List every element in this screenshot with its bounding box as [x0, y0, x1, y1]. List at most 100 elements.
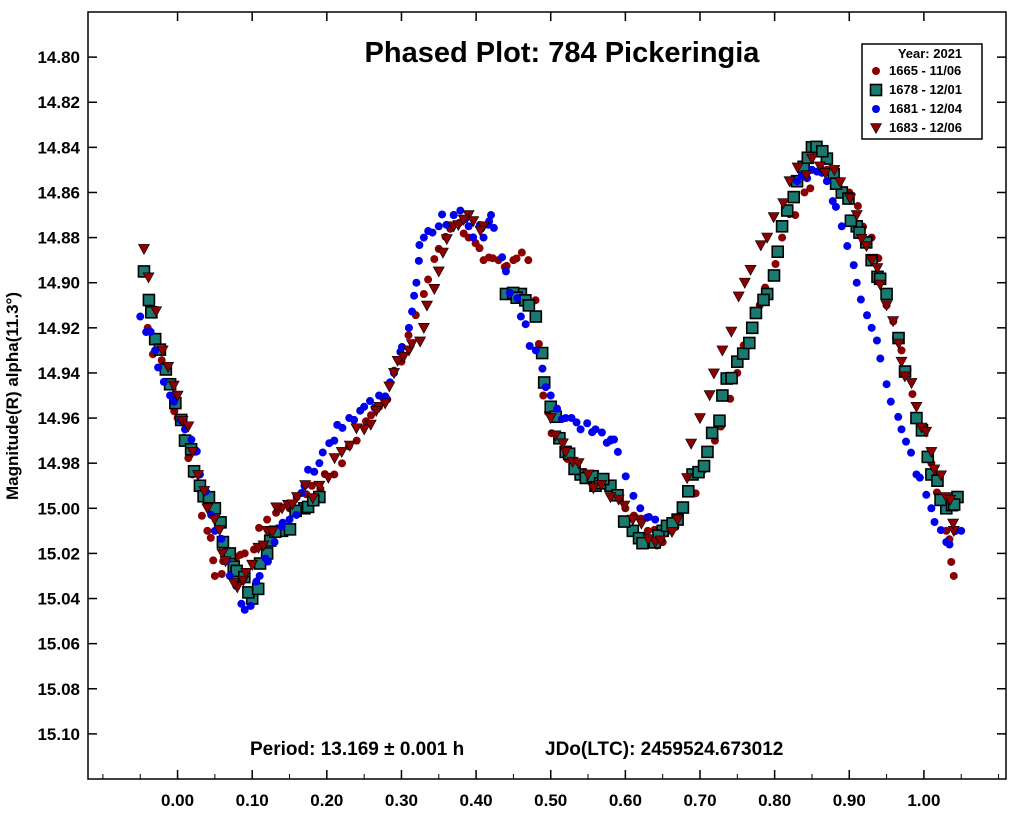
data-point: [505, 288, 514, 297]
data-point: [150, 306, 163, 318]
data-point: [379, 398, 392, 410]
data-point: [610, 435, 619, 444]
chart-title: Phased Plot: 784 Pickeringia: [365, 37, 761, 69]
data-point: [358, 424, 371, 436]
data-point: [947, 557, 956, 566]
data-point: [894, 412, 903, 421]
data-point: [184, 454, 193, 463]
data-point: [651, 515, 660, 524]
data-point: [767, 269, 781, 282]
data-point: [350, 415, 359, 424]
legend-marker: [872, 105, 880, 113]
data-point: [880, 300, 893, 312]
data-point: [335, 447, 348, 459]
data-point: [236, 550, 245, 559]
data-point: [397, 351, 410, 363]
data-point: [828, 165, 841, 177]
data-point: [375, 391, 384, 400]
data-point: [263, 557, 272, 566]
data-point: [800, 170, 813, 182]
data-point: [328, 453, 341, 465]
data-point: [716, 389, 729, 402]
data-point: [685, 438, 698, 450]
data-point: [944, 494, 957, 506]
data-point: [419, 233, 428, 242]
data-point: [897, 346, 906, 355]
data-point: [834, 177, 847, 189]
legend-title: Year: 2021: [898, 46, 962, 61]
data-point: [198, 486, 211, 498]
data-point: [775, 220, 789, 233]
data-point: [156, 345, 169, 357]
data-point: [219, 556, 232, 568]
x-tick-label: 0.40: [460, 791, 493, 810]
data-point: [915, 473, 924, 482]
data-point: [713, 414, 726, 428]
data-point: [701, 445, 714, 459]
data-point: [863, 311, 872, 320]
data-point: [487, 211, 496, 220]
data-point: [488, 254, 497, 263]
data-point: [856, 295, 865, 304]
data-point: [201, 503, 214, 515]
data-point: [819, 168, 832, 180]
y-tick-label: 14.80: [37, 48, 80, 67]
data-point: [525, 341, 534, 350]
data-point: [203, 526, 212, 535]
data-point: [643, 526, 652, 535]
data-points: [136, 140, 966, 614]
data-point: [945, 540, 954, 549]
data-point: [516, 312, 525, 321]
data-point: [299, 480, 312, 492]
data-point: [930, 517, 939, 526]
data-point: [304, 465, 313, 474]
data-point: [370, 406, 383, 417]
y-axis-label: Magnitude(R) alpha(11.3°): [3, 292, 22, 500]
x-tick-label: 1.00: [907, 791, 940, 810]
epoch-label: JDo(LTC): 2459524.673012: [545, 739, 783, 760]
data-point: [257, 540, 270, 552]
y-tick-label: 14.92: [37, 319, 80, 338]
data-point: [417, 323, 430, 334]
data-point: [420, 300, 433, 312]
legend-entry: 1683 - 12/06: [889, 120, 962, 135]
legend-marker: [872, 67, 880, 75]
data-point: [822, 177, 831, 186]
data-point: [925, 447, 938, 459]
data-point: [557, 415, 566, 424]
data-point: [882, 380, 891, 389]
data-point: [597, 428, 606, 437]
y-tick-label: 15.00: [37, 499, 80, 518]
data-point: [777, 198, 790, 210]
y-tick-label: 14.84: [37, 138, 80, 157]
y-axis-ticks: 14.80 14.82 14.84 14.86 14.88 14.90 14.92 14.94…: [37, 48, 1006, 744]
x-tick-label: 0.50: [534, 791, 567, 810]
data-point: [791, 162, 804, 174]
data-point: [171, 390, 184, 402]
data-point: [813, 161, 826, 173]
y-tick-label: 14.94: [37, 364, 80, 383]
data-point: [629, 491, 638, 500]
data-point: [430, 255, 439, 264]
data-point: [475, 244, 484, 253]
data-point: [182, 421, 195, 433]
data-point: [529, 310, 543, 323]
data-point: [438, 210, 447, 219]
data-point: [778, 233, 787, 242]
data-point: [338, 423, 347, 432]
data-point: [531, 346, 540, 355]
data-point: [387, 368, 401, 380]
data-point: [947, 498, 961, 511]
data-point: [738, 277, 751, 289]
data-point: [404, 331, 413, 340]
data-point: [206, 533, 215, 542]
x-tick-label: 0.70: [683, 791, 716, 810]
data-point: [800, 188, 809, 197]
data-point: [582, 469, 595, 481]
data-point: [787, 190, 801, 204]
legend: Year: 2021 1665 - 11/06 1678 - 12/01 1681 …: [861, 43, 983, 140]
data-point: [576, 425, 585, 434]
data-point: [767, 212, 780, 224]
data-point: [292, 510, 301, 519]
